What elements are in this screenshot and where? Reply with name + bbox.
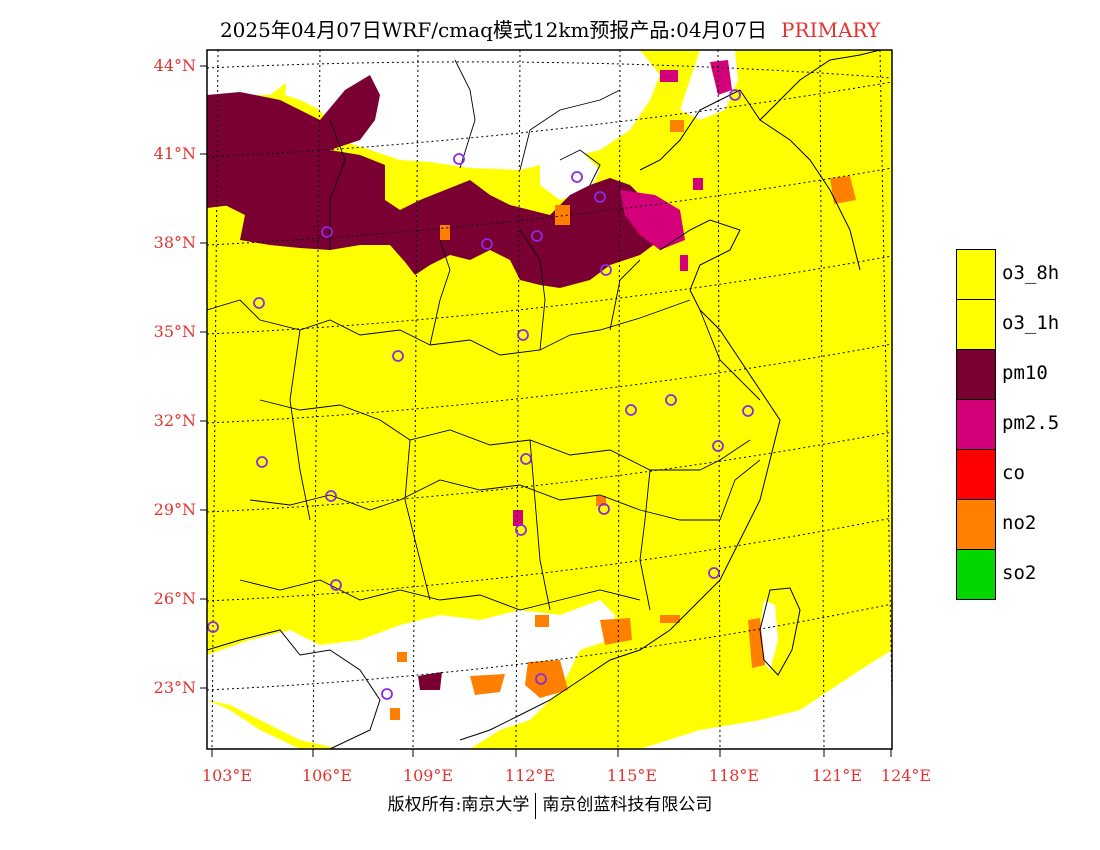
legend-label: pm10 xyxy=(1002,362,1048,384)
copyright: 版权所有:南京大学 南京创蓝科技有限公司 xyxy=(0,790,1100,819)
legend-swatch xyxy=(956,299,996,350)
lat-label-44n: 44°N xyxy=(153,56,196,75)
copyright-separator xyxy=(535,792,537,819)
city-markers xyxy=(207,89,754,700)
city-marker xyxy=(708,567,720,579)
legend-item-co: co xyxy=(956,449,1096,500)
city-marker xyxy=(594,191,606,203)
legend-item-o3-1h: o3_1h xyxy=(956,299,1096,350)
city-marker xyxy=(381,688,393,700)
legend-label: co xyxy=(1002,462,1025,484)
legend: o3_8h o3_1h pm10 pm2.5 co no2 so2 xyxy=(956,249,1096,600)
legend-swatch xyxy=(956,449,996,500)
legend-label: pm2.5 xyxy=(1002,412,1060,434)
city-marker xyxy=(600,264,612,276)
legend-item-pm25: pm2.5 xyxy=(956,399,1096,450)
city-marker xyxy=(712,440,724,452)
title-text: 2025年04月07日WRF/cmaq模式12km预报产品:04月07日 xyxy=(219,18,768,42)
legend-label: o3_8h xyxy=(1002,262,1060,284)
legend-swatch xyxy=(956,549,996,600)
city-marker xyxy=(625,404,637,416)
lat-label-41n: 41°N xyxy=(153,144,196,163)
no2-primary-areas xyxy=(390,120,856,720)
lon-label-115e: 115°E xyxy=(606,766,658,785)
city-marker xyxy=(256,456,268,468)
city-marker xyxy=(531,230,543,242)
lat-label-23n: 23°N xyxy=(153,678,196,697)
legend-label: so2 xyxy=(1002,562,1037,584)
city-marker xyxy=(742,405,754,417)
map-frame xyxy=(206,49,893,750)
legend-swatch xyxy=(956,399,996,450)
city-marker xyxy=(729,89,741,101)
lon-label-112e: 112°E xyxy=(504,766,556,785)
legend-item-no2: no2 xyxy=(956,499,1096,550)
city-marker xyxy=(330,579,342,591)
lat-ticks xyxy=(200,65,207,689)
lat-label-35n: 35°N xyxy=(153,322,196,341)
lat-label-32n: 32°N xyxy=(153,411,196,430)
map-content xyxy=(207,50,892,749)
city-marker xyxy=(481,238,493,250)
lat-label-26n: 26°N xyxy=(153,589,196,608)
lon-label-124e: 124°E xyxy=(880,766,932,785)
copyright-right: 南京创蓝科技有限公司 xyxy=(542,795,713,815)
city-marker xyxy=(325,490,337,502)
coastline xyxy=(207,50,881,749)
lon-ticks xyxy=(211,749,892,757)
legend-swatch xyxy=(956,249,996,300)
city-marker xyxy=(571,171,583,183)
city-marker xyxy=(207,621,219,633)
city-marker xyxy=(598,503,610,515)
graticule xyxy=(207,50,892,749)
no-primary-areas xyxy=(207,50,892,749)
city-marker xyxy=(535,673,547,685)
lon-label-103e: 103°E xyxy=(201,766,253,785)
city-marker xyxy=(321,226,333,238)
legend-swatch xyxy=(956,349,996,400)
lon-label-121e: 121°E xyxy=(811,766,863,785)
lat-label-38n: 38°N xyxy=(153,233,196,252)
province-boundaries xyxy=(207,59,761,611)
legend-item-o3-8h: o3_8h xyxy=(956,249,1096,300)
lat-label-29n: 29°N xyxy=(153,500,196,519)
city-marker xyxy=(517,329,529,341)
city-marker xyxy=(515,524,527,536)
city-marker xyxy=(453,153,465,165)
city-marker xyxy=(392,350,404,362)
city-marker xyxy=(520,453,532,465)
lon-label-106e: 106°E xyxy=(301,766,353,785)
city-marker xyxy=(665,394,677,406)
lon-label-118e: 118°E xyxy=(708,766,760,785)
title-primary-tag: PRIMARY xyxy=(781,18,881,42)
legend-label: no2 xyxy=(1002,512,1037,534)
legend-item-so2: so2 xyxy=(956,549,1096,600)
pm10-primary-area xyxy=(207,75,660,690)
legend-item-pm10: pm10 xyxy=(956,349,1096,400)
lon-label-109e: 109°E xyxy=(402,766,454,785)
copyright-left: 版权所有:南京大学 xyxy=(387,795,530,815)
map-title: 2025年04月07日WRF/cmaq模式12km预报产品:04月07日 PRIM… xyxy=(0,14,1100,43)
legend-label: o3_1h xyxy=(1002,312,1060,334)
city-marker xyxy=(253,297,265,309)
pm25-primary-areas xyxy=(513,60,732,526)
legend-swatch xyxy=(956,499,996,550)
taiwan-outline xyxy=(759,587,801,676)
